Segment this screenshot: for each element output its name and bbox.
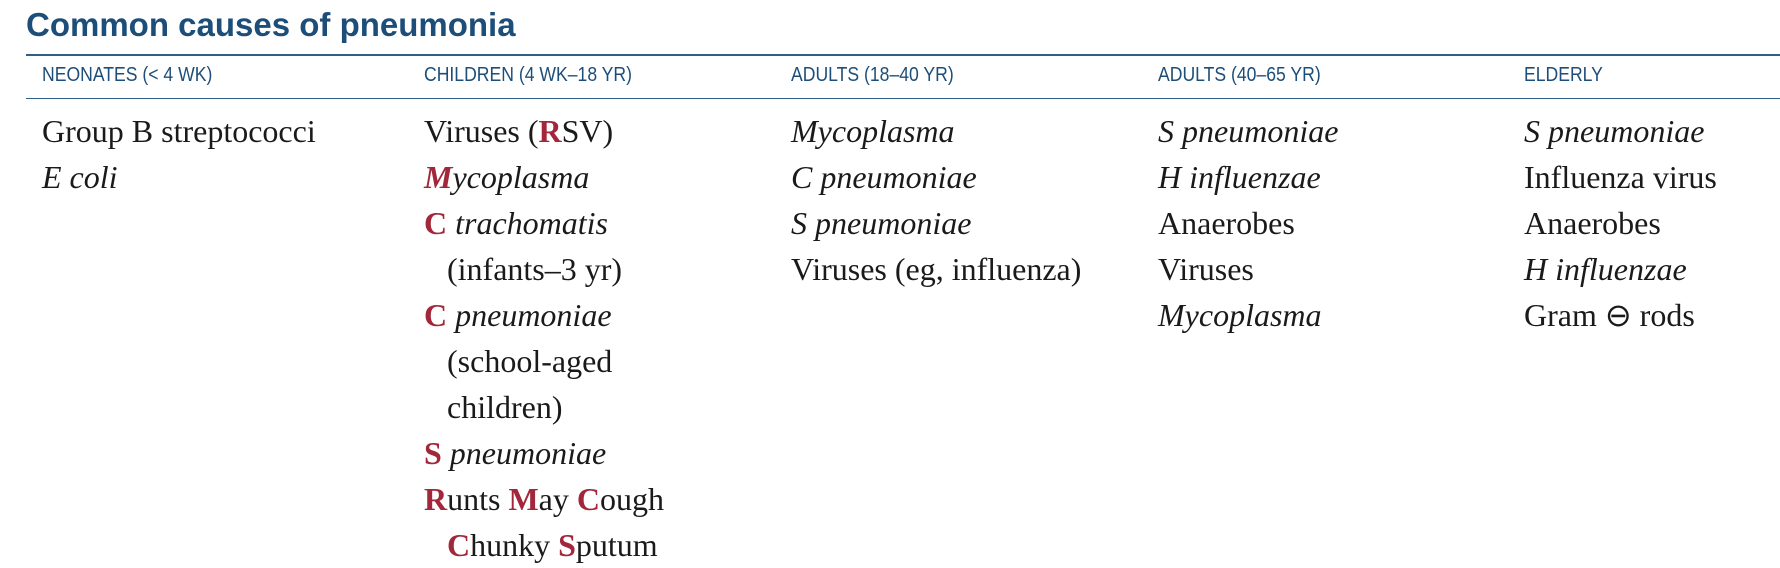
cause-item: Anaerobes bbox=[1158, 200, 1338, 246]
column-elderly: S pneumoniae Influenza virus Anaerobes H in… bbox=[1524, 108, 1717, 338]
cause-text: (infants–3 yr) bbox=[447, 251, 623, 287]
cause-item: Runts May Cough bbox=[424, 476, 664, 522]
cause-item: Mycoplasma bbox=[1158, 292, 1338, 338]
cause-text: Gram ⊖ rods bbox=[1524, 297, 1695, 333]
column-adults-40-65: S pneumoniae H influenzae Anaerobes Viruses… bbox=[1158, 108, 1338, 338]
cause-item: Mycoplasma bbox=[791, 108, 1081, 154]
cause-item: Viruses (RSV) bbox=[424, 108, 664, 154]
cause-item: Influenza virus bbox=[1524, 154, 1717, 200]
mnemonic-letter: R bbox=[424, 481, 448, 517]
mnemonic-letter: S bbox=[558, 527, 576, 563]
cause-item: (infants–3 yr) bbox=[424, 246, 664, 292]
cause-text: Viruses (eg, influenza) bbox=[791, 251, 1082, 287]
mnemonic-letter: M bbox=[424, 159, 453, 195]
mnemonic-letter: S bbox=[424, 435, 442, 471]
cause-item: S pneumoniae bbox=[791, 200, 1081, 246]
column-header-neonates: NEONATES (< 4 WK) bbox=[42, 64, 213, 86]
cause-item: S pneumoniae bbox=[1524, 108, 1717, 154]
cause-text: (school-aged bbox=[447, 343, 613, 379]
cause-item: (school-aged bbox=[424, 338, 664, 384]
cause-item: Mycoplasma bbox=[424, 154, 664, 200]
cause-item: S pneumoniae bbox=[424, 430, 664, 476]
cause-text: C pneumoniae bbox=[791, 159, 977, 195]
cause-text: E coli bbox=[42, 159, 118, 195]
mnemonic-letter: C bbox=[447, 527, 471, 563]
column-children: Viruses (RSV) Mycoplasma C trachomatis (inf… bbox=[424, 108, 664, 568]
cause-text: S pneumoniae bbox=[1158, 113, 1339, 149]
page-title: Common causes of pneumonia bbox=[26, 6, 516, 43]
cause-text: pneumoniae bbox=[441, 435, 607, 471]
cause-text: Group B streptococci bbox=[42, 113, 316, 149]
cause-item: Anaerobes bbox=[1524, 200, 1717, 246]
cause-text: Anaerobes bbox=[1524, 205, 1661, 241]
cause-item: children) bbox=[424, 384, 664, 430]
cause-item: E coli bbox=[42, 154, 316, 200]
cause-text: Viruses bbox=[1158, 251, 1254, 287]
cause-text: pneumoniae bbox=[447, 297, 612, 333]
column-neonates: Group B streptococci E coli bbox=[42, 108, 316, 200]
cause-text: ay bbox=[538, 481, 577, 517]
cause-item: Viruses (eg, influenza) bbox=[791, 246, 1081, 292]
mnemonic-letter: R bbox=[538, 113, 562, 149]
cause-text: trachomatis bbox=[447, 205, 608, 241]
cause-text: putum bbox=[575, 527, 658, 563]
cause-text: H influenzae bbox=[1158, 159, 1321, 195]
cause-text: ycoplasma bbox=[452, 159, 590, 195]
mnemonic-letter: C bbox=[424, 297, 448, 333]
cause-text: children) bbox=[447, 389, 563, 425]
cause-text: S pneumoniae bbox=[1524, 113, 1705, 149]
cause-text: Influenza virus bbox=[1524, 159, 1717, 195]
cause-text: S pneumoniae bbox=[791, 205, 972, 241]
cause-text: hunky bbox=[470, 527, 559, 563]
cause-text: H influenzae bbox=[1524, 251, 1687, 287]
cause-item: Chunky Sputum bbox=[424, 522, 664, 568]
column-header-adults-18-40: ADULTS (18–40 YR) bbox=[791, 64, 954, 86]
cause-text: Viruses ( bbox=[424, 113, 539, 149]
cause-text: Mycoplasma bbox=[791, 113, 955, 149]
cause-item: Group B streptococci bbox=[42, 108, 316, 154]
title-rule bbox=[26, 54, 1780, 56]
column-header-adults-40-65: ADULTS (40–65 YR) bbox=[1158, 64, 1321, 86]
cause-text: unts bbox=[447, 481, 509, 517]
cause-item: Viruses bbox=[1158, 246, 1338, 292]
cause-item: H influenzae bbox=[1524, 246, 1717, 292]
cause-text: ough bbox=[599, 481, 664, 517]
mnemonic-letter: C bbox=[576, 481, 600, 517]
cause-item: H influenzae bbox=[1158, 154, 1338, 200]
cause-item: S pneumoniae bbox=[1158, 108, 1338, 154]
column-adults-18-40: Mycoplasma C pneumoniae S pneumoniae Viruse… bbox=[791, 108, 1081, 292]
cause-text: Mycoplasma bbox=[1158, 297, 1322, 333]
cause-text: SV) bbox=[561, 113, 614, 149]
column-header-elderly: ELDERLY bbox=[1524, 64, 1603, 86]
column-header-children: CHILDREN (4 WK–18 YR) bbox=[424, 64, 632, 86]
header-rule bbox=[26, 98, 1780, 99]
mnemonic-letter: M bbox=[508, 481, 539, 517]
cause-item: C pneumoniae bbox=[424, 292, 664, 338]
cause-item: C pneumoniae bbox=[791, 154, 1081, 200]
cause-item: C trachomatis bbox=[424, 200, 664, 246]
cause-item: Gram ⊖ rods bbox=[1524, 292, 1717, 338]
cause-text: Anaerobes bbox=[1158, 205, 1295, 241]
mnemonic-letter: C bbox=[424, 205, 448, 241]
